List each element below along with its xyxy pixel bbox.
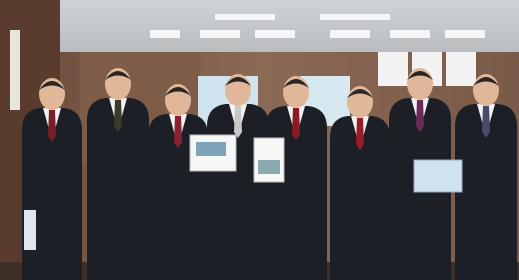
tie xyxy=(292,108,300,140)
tie xyxy=(48,110,56,142)
tie xyxy=(174,116,182,148)
tie xyxy=(416,100,424,132)
photo xyxy=(0,0,519,280)
tie xyxy=(356,118,364,150)
ceiling xyxy=(60,0,519,52)
door-frame xyxy=(10,30,20,110)
tie xyxy=(482,106,490,138)
tie xyxy=(114,100,122,132)
tie xyxy=(234,106,242,138)
